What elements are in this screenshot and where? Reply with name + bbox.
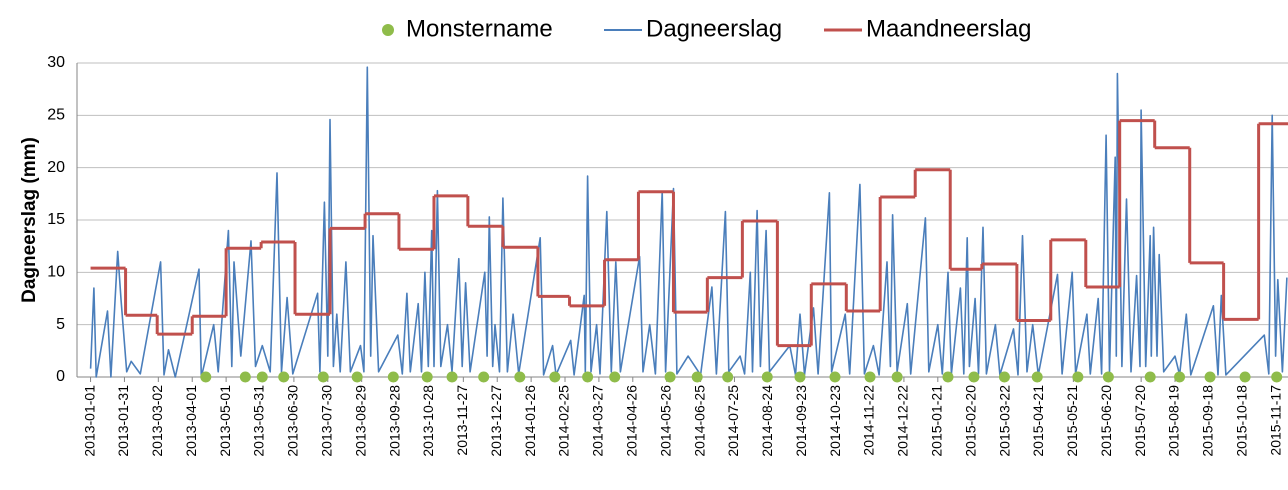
point [1072, 371, 1084, 383]
x-tick-label: 2015-03-22 [996, 385, 1012, 457]
x-tick-label: 2014-01-26 [522, 385, 538, 457]
point [582, 371, 594, 383]
point [1144, 371, 1156, 383]
x-tick-label: 2013-07-30 [318, 385, 334, 457]
point [421, 371, 433, 383]
legend-label: Monstername [406, 15, 553, 42]
point [478, 371, 490, 383]
x-tick-label: 2014-12-22 [895, 385, 911, 457]
x-tick-label: 2015-10-18 [1234, 385, 1250, 457]
x-tick-label: 2014-06-25 [691, 385, 707, 457]
point [664, 371, 676, 383]
point [609, 371, 621, 383]
point [1239, 371, 1251, 383]
point [891, 371, 903, 383]
x-tick-label: 2014-09-23 [793, 385, 809, 457]
point [998, 371, 1010, 383]
x-tick-label: 2013-08-29 [352, 385, 368, 457]
x-tick-label: 2015-09-18 [1200, 385, 1216, 457]
point [722, 371, 734, 383]
point [278, 371, 290, 383]
x-tick-label: 2015-01-21 [929, 385, 945, 457]
x-tick-label: 2013-01-31 [115, 385, 131, 457]
x-tick-label: 2014-05-26 [657, 385, 673, 457]
x-tick-label: 2013-10-28 [420, 385, 436, 457]
point [761, 371, 773, 383]
x-tick-label: 2014-03-27 [590, 385, 606, 457]
point [351, 371, 363, 383]
point [256, 371, 268, 383]
point [1174, 371, 1186, 383]
x-tick-label: 2015-08-19 [1166, 385, 1182, 457]
line [89, 66, 1288, 378]
x-tick-label: 2015-06-20 [1098, 385, 1114, 457]
y-tick-label: 30 [47, 54, 65, 71]
y-tick-label: 0 [56, 368, 65, 385]
point [317, 371, 329, 383]
x-tick-label: 2013-05-01 [217, 385, 233, 457]
point [446, 371, 458, 383]
legend-label: Maandneerslag [866, 15, 1031, 42]
x-tick-label: 2013-03-02 [149, 385, 165, 457]
point [239, 371, 251, 383]
y-tick-label: 20 [47, 159, 65, 176]
x-tick-label: 2015-02-20 [962, 385, 978, 457]
y-tick-label: 10 [47, 264, 65, 281]
x-tick-label: 2015-04-21 [1030, 385, 1046, 457]
legend-symbol [382, 24, 394, 36]
x-tick-label: 2015-07-20 [1132, 385, 1148, 457]
point [1031, 371, 1043, 383]
point [942, 371, 954, 383]
legend-label: Dagneerslag [646, 15, 782, 42]
x-tick-label: 2014-04-26 [623, 385, 639, 457]
point [1204, 371, 1216, 383]
point [200, 371, 212, 383]
x-tick-label: 2014-07-25 [725, 385, 741, 457]
point [864, 371, 876, 383]
x-tick-label: 2014-08-24 [759, 385, 775, 457]
point [387, 371, 399, 383]
x-tick-label: 2015-11-17 [1267, 385, 1283, 456]
x-tick-label: 2013-06-30 [285, 385, 301, 457]
point [691, 371, 703, 383]
point [794, 371, 806, 383]
x-tick-label: 2013-09-28 [386, 385, 402, 457]
x-tick-label: 2013-12-27 [488, 385, 504, 457]
point [1102, 371, 1114, 383]
point [968, 371, 980, 383]
x-tick-label: 2015-05-21 [1064, 385, 1080, 457]
point [549, 371, 561, 383]
y-tick-label: 15 [47, 211, 65, 228]
x-tick-label: 2013-11-27 [454, 385, 470, 456]
x-tick-label: 2014-02-25 [556, 385, 572, 457]
x-tick-label: 2013-01-01 [81, 385, 97, 457]
y-tick-label: 5 [56, 316, 65, 333]
y-axis-title: Dagneerslag (mm) [19, 137, 40, 303]
point [514, 371, 526, 383]
x-tick-label: 2013-05-31 [251, 385, 267, 457]
x-tick-label: 2014-11-22 [861, 385, 877, 456]
y-tick-label: 25 [47, 107, 65, 124]
point [1271, 371, 1283, 383]
x-tick-label: 2014-10-23 [827, 385, 843, 457]
x-tick-label: 2013-04-01 [183, 385, 199, 457]
point [829, 371, 841, 383]
